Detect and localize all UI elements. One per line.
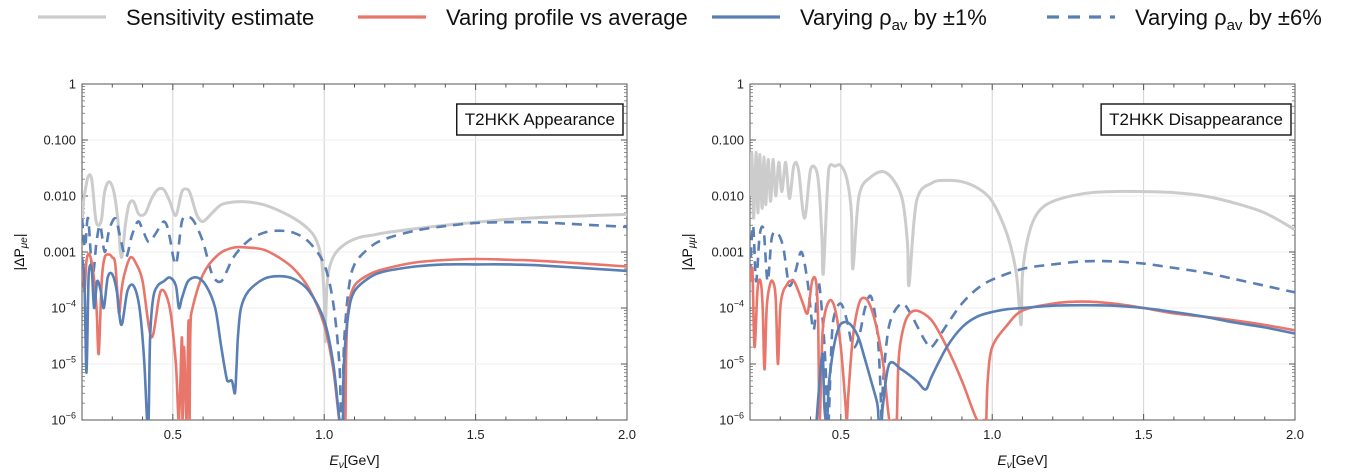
legend-entry-4: Varying ρav by ±6% <box>1047 5 1322 34</box>
annotation-box <box>1100 103 1292 136</box>
x-axis-ticks: 0.5 1.0 1.5 2.0 <box>749 84 1304 442</box>
y-tick-label: 10−5 <box>51 355 76 372</box>
legend-label: Varying ρav by ±1% <box>800 5 987 34</box>
x-axis-label: Eν[GeV] <box>997 452 1047 471</box>
y-tick-label: 0.100 <box>43 133 76 148</box>
series-line-sensitivity <box>82 173 627 344</box>
y-tick-label: 0.010 <box>711 189 744 204</box>
x-tick-label: 1.5 <box>467 427 485 442</box>
series-line-rho1 <box>815 303 1295 420</box>
series-group <box>750 150 1295 420</box>
y-tick-label: 10−6 <box>51 411 76 428</box>
series-group <box>82 173 627 420</box>
x-axis-ticks: 0.5 1.0 1.5 2.0 <box>81 84 636 442</box>
annotation-box <box>456 103 624 136</box>
y-axis-ticks: 1 0.100 0.010 0.001 10−4 10−5 10−6 <box>711 77 1295 428</box>
y-tick-label: 0.001 <box>711 245 744 260</box>
series-line-rho6 <box>82 215 627 420</box>
y-tick-label: 10−6 <box>719 411 744 428</box>
series-line-profile <box>82 245 627 420</box>
series-line-rho1 <box>82 257 627 420</box>
legend-entry-1: Sensitivity estimate <box>38 5 314 30</box>
experiment-annotation: T2HKK Appearance <box>456 103 624 136</box>
x-tick-label: 1.5 <box>1135 427 1153 442</box>
legend-label: Sensitivity estimate <box>126 5 314 30</box>
experiment-annotation: T2HKK Disappearance <box>1100 103 1292 136</box>
y-tick-label: 0.001 <box>43 245 76 260</box>
appearance-chart: 0.5 1.0 1.5 2.0 1 0.100 0.010 0.001 10−4 10−5 10−6… <box>11 77 636 472</box>
y-tick-label: 10−5 <box>719 355 744 372</box>
series-line-rho6 <box>750 223 1295 420</box>
x-axis-label: Eν[GeV] <box>329 452 379 471</box>
chart-legend: Sensitivity estimate Varing profile vs av… <box>38 5 1322 34</box>
y-tick-label: 1 <box>737 77 744 92</box>
legend-label: Varing profile vs average <box>446 5 688 30</box>
annotation-text: T2HKK Disappearance <box>1109 110 1283 129</box>
y-tick-label: 10−4 <box>51 299 76 316</box>
annotation-text: T2HKK Appearance <box>465 110 615 129</box>
x-tick-label: 0.5 <box>164 427 182 442</box>
y-tick-label: 0.010 <box>43 189 76 204</box>
series-line-sensitivity <box>750 150 1295 327</box>
legend-entry-2: Varing profile vs average <box>358 5 688 30</box>
y-tick-label: 10−4 <box>719 299 744 316</box>
x-tick-label: 2.0 <box>618 427 636 442</box>
y-axis-label: |ΔPμe| <box>11 233 30 270</box>
disappearance-chart: 0.5 1.0 1.5 2.0 1 0.100 0.010 0.001 10−4 10−5 10−6… <box>679 77 1304 472</box>
legend-entry-3: Varying ρav by ±1% <box>712 5 987 34</box>
y-axis-label: |ΔPμμ| <box>679 234 698 271</box>
x-tick-label: 1.0 <box>315 427 333 442</box>
legend-label: Varying ρav by ±6% <box>1135 5 1322 34</box>
y-tick-label: 1 <box>69 77 76 92</box>
grid-lines <box>82 84 627 420</box>
x-tick-label: 0.5 <box>832 427 850 442</box>
x-tick-label: 2.0 <box>1286 427 1304 442</box>
series-line-profile <box>750 266 1295 420</box>
y-tick-label: 0.100 <box>711 133 744 148</box>
x-tick-label: 1.0 <box>983 427 1001 442</box>
